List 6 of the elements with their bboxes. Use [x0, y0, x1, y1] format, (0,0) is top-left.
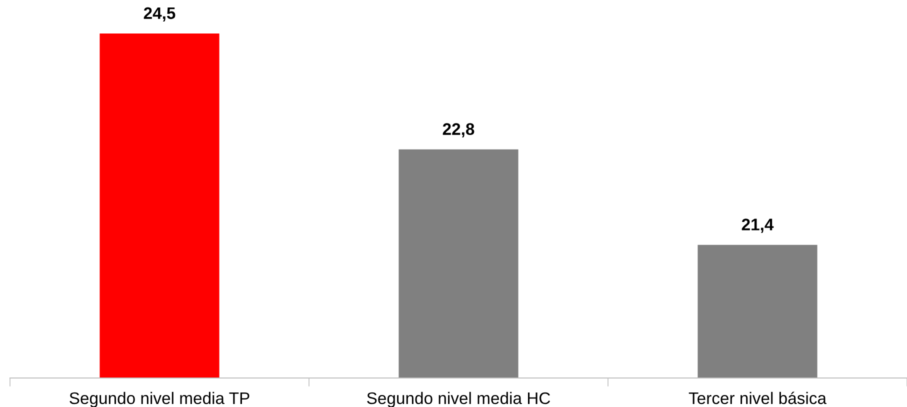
data-label: 22,8	[442, 123, 474, 138]
x-tick-label: Tercer nivel básica	[688, 392, 827, 404]
data-label: 24,5	[144, 7, 176, 22]
x-tick-label: Segundo nivel media TP	[70, 392, 250, 407]
data-label: 21,4	[742, 218, 774, 233]
x-tick-label: Segundo nivel media HC	[367, 392, 550, 407]
